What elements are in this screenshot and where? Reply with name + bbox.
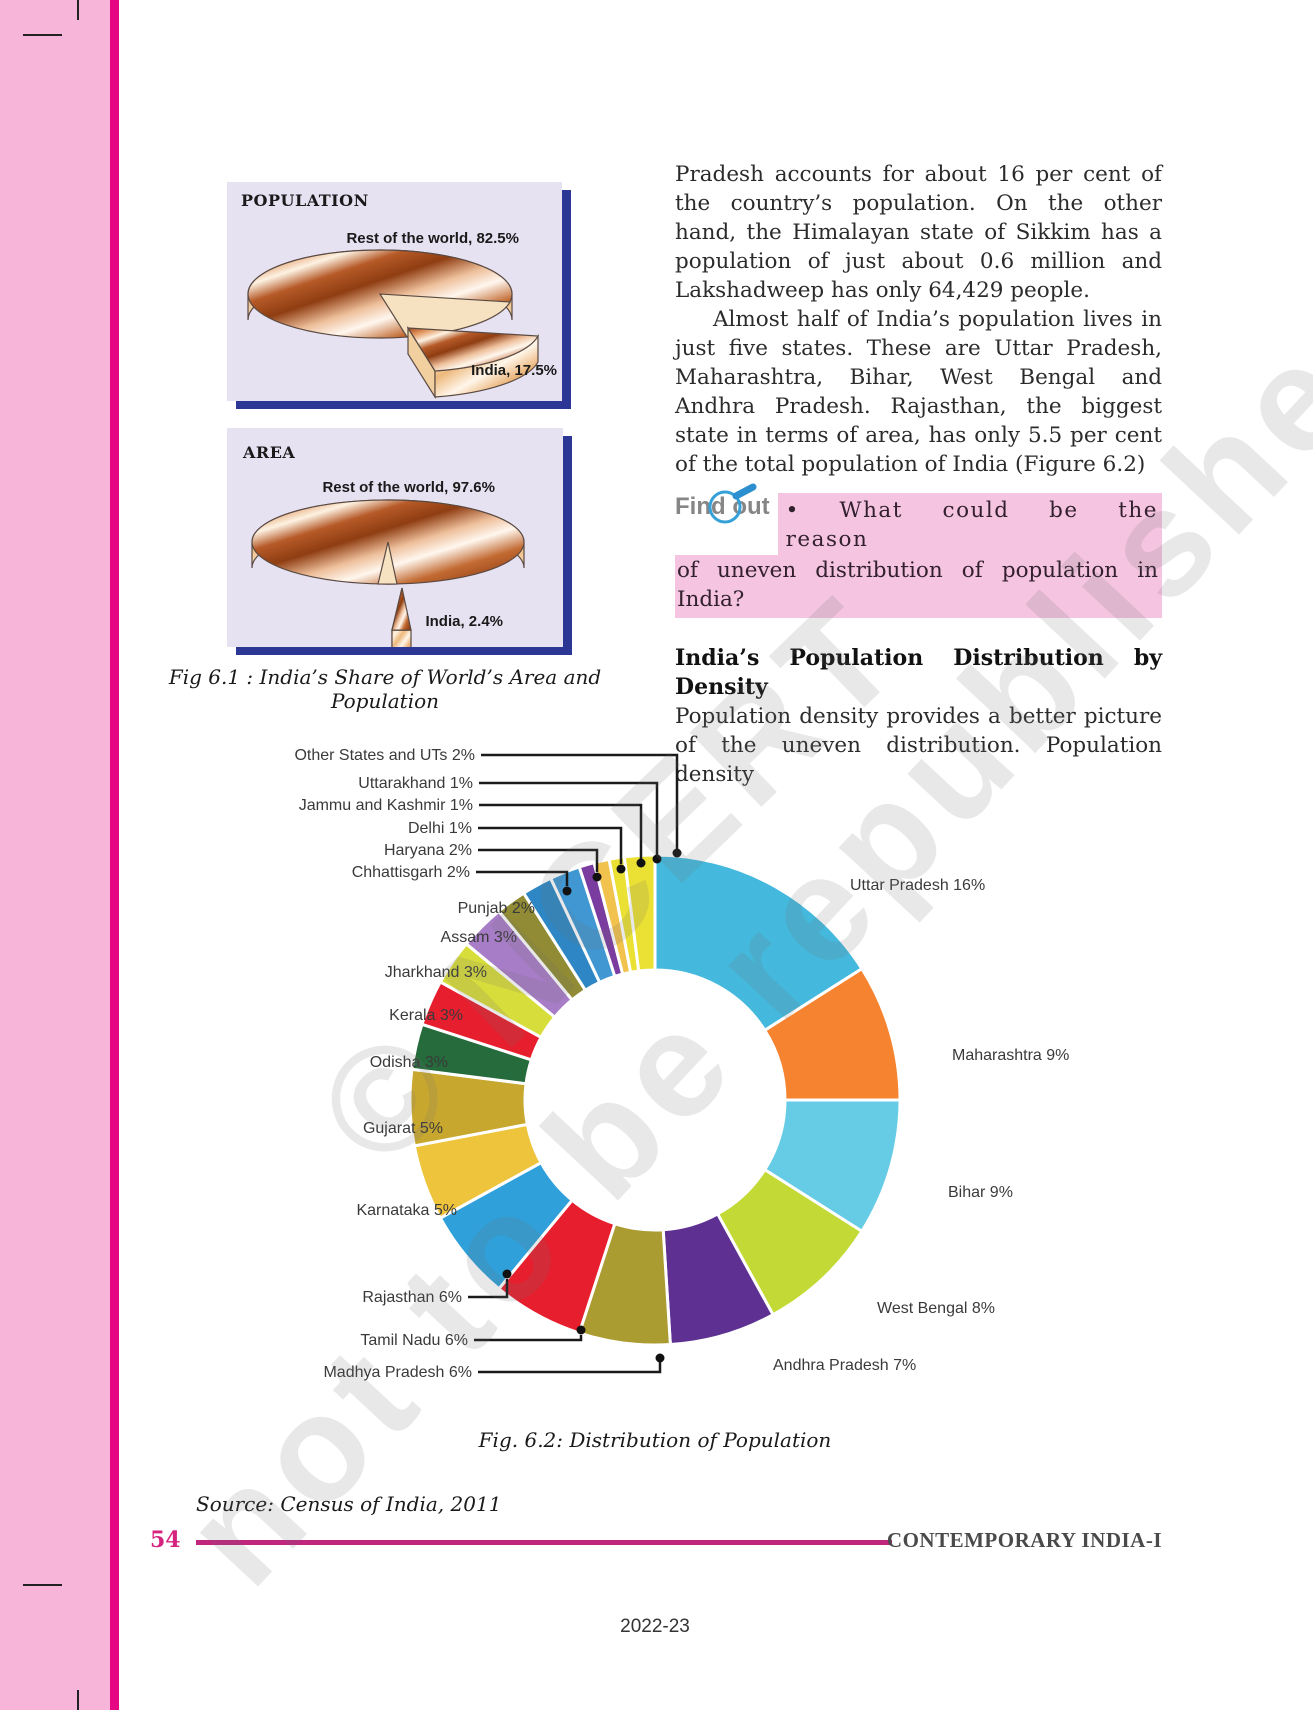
leader-line (478, 826, 623, 864)
leader-line (478, 848, 599, 872)
leader-line (479, 803, 643, 859)
book-title: CONTEMPORARY INDIA-I (886, 1528, 1162, 1552)
area-box-title: AREA (242, 443, 295, 462)
india-sliver-front (391, 629, 412, 647)
section-heading: India’s Population Distribution by Densi… (675, 645, 1162, 700)
paragraph-density: Population density provides a better pic… (675, 704, 1162, 787)
leader-dot (652, 854, 662, 864)
chart-label-madhya-pradesh: Madhya Pradesh 6% (323, 1364, 472, 1381)
chart-label-uttar-pradesh: Uttar Pradesh 16% (850, 877, 985, 894)
pie-india-sliver (391, 587, 412, 631)
chart-label-bihar: Bihar 9% (948, 1184, 1013, 1201)
donut-segment-uttar-pradesh (653, 853, 864, 1033)
chart-label-chhattisgarh: Chhattisgarh 2% (352, 864, 470, 881)
chart-label-delhi: Delhi 1% (408, 820, 472, 837)
leader-dot (672, 848, 682, 858)
crop-mark (23, 34, 62, 36)
chart-label-assam: Assam 3% (441, 929, 517, 946)
chart-label-haryana: Haryana 2% (384, 842, 472, 859)
crop-mark (23, 1584, 62, 1586)
chart-label-uttarakhand: Uttarakhand 1% (358, 775, 473, 792)
paragraph-population: Pradesh accounts for about 16 per cent o… (675, 162, 1162, 303)
rest-of-world-population-label: Rest of the world, 82.5% (346, 230, 519, 247)
leader-line (476, 870, 569, 886)
chart-label-andhra-pradesh: Andhra Pradesh 7% (773, 1357, 916, 1374)
footer-rule (196, 1540, 892, 1545)
edition-year: 2022-23 (620, 1616, 690, 1637)
pie-india-wedge (406, 327, 539, 372)
fig62-caption: Fig. 6.2: Distribution of Population (478, 1428, 832, 1452)
india-population-label: India, 17.5% (471, 362, 557, 379)
leader-dot (576, 1325, 586, 1335)
leader-dot (562, 886, 572, 896)
page-number: 54 (150, 1527, 181, 1553)
population-pie-box: POPULATION Rest of the world, 82.5% Indi… (227, 182, 562, 401)
chart-label-punjab: Punjab 2% (458, 900, 535, 917)
chart-label-west-bengal: West Bengal 8% (877, 1300, 995, 1317)
text-column: Pradesh accounts for about 16 per cent o… (675, 160, 1162, 789)
chart-label-other-states-and-uts: Other States and UTs 2% (294, 747, 475, 764)
donut-segment-other-states-and-uts (622, 853, 657, 973)
leader-dot (502, 1269, 512, 1279)
area-pie-box: AREA Rest of the world, 97.6% India, 2.4… (227, 428, 563, 647)
findout-question-line1: • What could be the reason (777, 493, 1162, 555)
findout-activity: Find out • What could be the reason of u… (675, 483, 1162, 618)
chart-label-tamil-nadu: Tamil Nadu 6% (360, 1332, 468, 1349)
leader-dot (655, 1353, 665, 1363)
leader-line (474, 1335, 583, 1342)
chart-label-odisha: Odisha 3% (370, 1054, 448, 1071)
area-pie-chart: AREA Rest of the world, 97.6% India, 2.4… (242, 443, 525, 647)
chart-label-karnataka: Karnataka 5% (356, 1202, 457, 1219)
chart-label-gujarat: Gujarat 5% (363, 1120, 443, 1137)
leader-line (468, 1279, 509, 1299)
rest-of-world-area-label: Rest of the world, 97.6% (322, 479, 495, 496)
chart-label-jharkhand: Jharkhand 3% (385, 964, 487, 981)
chart-label-jammu-and-kashmir: Jammu and Kashmir 1% (299, 797, 473, 814)
left-margin-strip (0, 0, 110, 1710)
fig61-caption: Fig 6.1 : India’s Share of World’s Area … (168, 665, 602, 713)
crop-mark (77, 1690, 79, 1710)
pie-notch (377, 541, 398, 585)
leader-dot (616, 864, 626, 874)
leader-line (481, 753, 679, 849)
leader-line (478, 1362, 662, 1374)
leader-dot (592, 872, 602, 882)
findout-label: Find out (675, 483, 778, 524)
magnifier-icon (703, 483, 765, 532)
chart-label-maharashtra: Maharashtra 9% (952, 1047, 1069, 1064)
population-pie-chart: POPULATION Rest of the world, 82.5% Indi… (241, 191, 557, 400)
population-distribution-donut-chart: Uttar Pradesh 16% Maharashtra 9% Bihar 9% W… (294, 747, 1069, 1381)
findout-question-line2: of uneven distribution of population in … (675, 555, 1162, 618)
chart-label-kerala: Kerala 3% (389, 1007, 463, 1024)
source-note: Source: Census of India, 2011 (196, 1492, 502, 1516)
crop-mark (77, 0, 79, 20)
india-area-label: India, 2.4% (425, 613, 503, 630)
left-accent-bar (110, 0, 119, 1710)
chart-label-rajasthan: Rajasthan 6% (362, 1289, 462, 1306)
paragraph-five-states: Almost half of India’s population lives … (675, 307, 1162, 477)
leader-line (479, 781, 659, 855)
leader-dot (636, 858, 646, 868)
population-box-title: POPULATION (241, 191, 369, 210)
